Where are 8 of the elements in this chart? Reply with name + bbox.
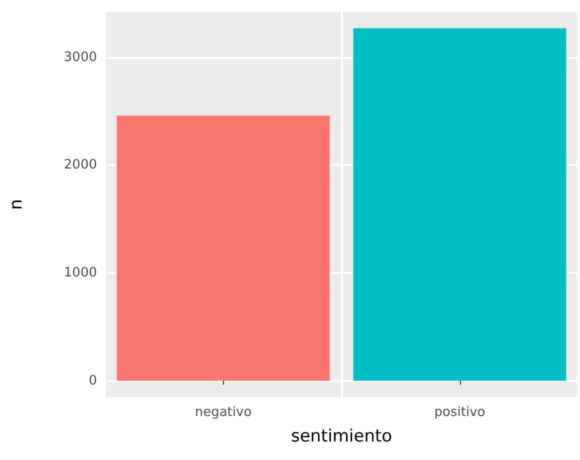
y-tick-label: 1000 (64, 265, 97, 280)
x-axis-title: sentimiento (290, 426, 392, 446)
y-tick-label: 2000 (64, 158, 97, 173)
y-tick-label: 0 (88, 373, 97, 388)
x-tick-label: positivo (434, 405, 486, 420)
x-tick-label: negativo (194, 405, 252, 420)
y-tick-label: 3000 (64, 50, 97, 65)
y-axis-title: n (6, 199, 26, 210)
